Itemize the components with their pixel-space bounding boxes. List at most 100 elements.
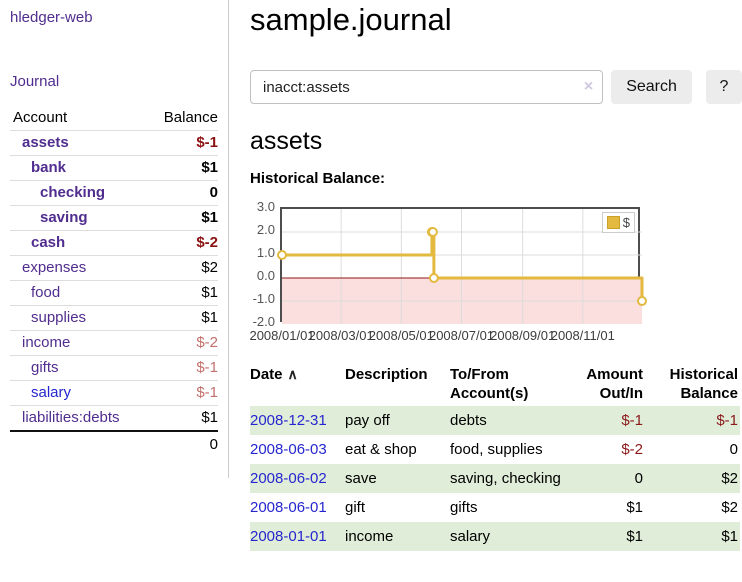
chart-plot-area: $ <box>277 207 647 324</box>
transaction-date-link[interactable]: 2008-12-31 <box>250 412 327 429</box>
accounts-table: Account Balance assets $-1 bank $1 checking 0… <box>10 105 218 457</box>
transaction-description: pay off <box>345 412 390 429</box>
account-row: gifts $-1 <box>10 355 218 380</box>
transaction-amount: $-1 <box>621 412 643 429</box>
transaction-row: 2008-06-01 gift gifts $1 $2 <box>250 493 740 522</box>
search-button[interactable]: Search <box>611 70 692 104</box>
main-content: sample.journal × Search ? assets Histori… <box>249 0 742 551</box>
transaction-description: income <box>345 528 394 545</box>
transaction-row: 2008-06-02 save saving, checking 0 $2 <box>250 464 740 493</box>
transaction-row: 2008-01-01 income salary $1 $1 <box>250 522 740 551</box>
transactions-table: Date ∧ Description To/From Account(s) Amo… <box>250 362 740 551</box>
account-link[interactable]: liabilities:debts <box>22 409 120 426</box>
x-axis-tick-label: 2008/07/01 <box>428 328 495 343</box>
account-link[interactable]: supplies <box>31 309 87 326</box>
account-row: food $1 <box>10 280 218 305</box>
transaction-amount: $-2 <box>621 441 643 458</box>
account-column-header: Account <box>13 109 68 126</box>
account-balance: $2 <box>201 259 218 276</box>
transaction-balance: $2 <box>721 470 738 487</box>
account-row: salary $-1 <box>10 380 218 405</box>
account-link[interactable]: expenses <box>22 259 87 276</box>
transaction-balance: $2 <box>721 499 738 516</box>
amount-column-header: Amount Out/In <box>586 366 643 402</box>
x-axis-tick-label: 2008/03/01 <box>308 328 374 343</box>
transaction-balance: 0 <box>729 441 738 458</box>
y-axis-tick-label: -1.0 <box>252 291 275 306</box>
account-heading: assets <box>250 127 323 155</box>
transaction-amount: $1 <box>626 528 643 545</box>
x-axis-tick-label: 2008/01/01 <box>249 328 315 343</box>
transaction-date-link[interactable]: 2008-06-01 <box>250 499 327 516</box>
transaction-row: 2008-12-31 pay off debts $-1 $-1 <box>250 406 740 435</box>
account-balance: $-1 <box>196 359 218 376</box>
sort-ascending-icon: ∧ <box>287 366 298 382</box>
account-row: income $-2 <box>10 330 218 355</box>
transaction-row: 2008-06-03 eat & shop food, supplies $-2 0 <box>250 435 740 464</box>
account-row: assets $-1 <box>10 130 218 155</box>
account-link[interactable]: cash <box>31 234 66 251</box>
transaction-description: save <box>345 470 377 487</box>
search-bar: × Search ? <box>250 70 742 104</box>
account-link[interactable]: gifts <box>31 359 59 376</box>
transaction-date-link[interactable]: 2008-06-03 <box>250 441 327 458</box>
clear-search-icon[interactable]: × <box>583 78 594 95</box>
x-axis-tick-label: 2008/05/01 <box>368 328 434 343</box>
transaction-amount: 0 <box>634 470 643 487</box>
account-row: cash $-2 <box>10 230 218 255</box>
balance-chart-svg <box>277 209 647 324</box>
y-axis-tick-label: 0.0 <box>256 268 275 283</box>
app-title-link[interactable]: hledger-web <box>10 9 93 26</box>
transaction-amount: $1 <box>626 499 643 516</box>
transaction-accounts: salary <box>450 528 491 545</box>
x-axis-tick-label: 2008/09/01 <box>490 328 556 343</box>
accounts-column-header: To/From Account(s) <box>450 366 529 402</box>
account-link[interactable]: salary <box>31 384 72 401</box>
chart-legend: $ <box>601 212 635 233</box>
account-link[interactable]: food <box>31 284 61 301</box>
account-link[interactable]: income <box>22 334 71 351</box>
transaction-accounts: gifts <box>450 499 478 516</box>
date-column-header[interactable]: Date ∧ <box>250 366 298 383</box>
transaction-description: gift <box>345 499 366 516</box>
transaction-date-link[interactable]: 2008-01-01 <box>250 528 327 545</box>
account-link[interactable]: saving <box>40 209 88 226</box>
transactions-header-row: Date ∧ Description To/From Account(s) Amo… <box>250 362 740 406</box>
account-balance: $-1 <box>196 134 218 151</box>
account-row: supplies $1 <box>10 305 218 330</box>
account-balance: $1 <box>201 409 218 426</box>
accounts-table-header: Account Balance <box>10 105 218 130</box>
description-column-header: Description <box>345 366 428 383</box>
y-axis-tick-label: -2.0 <box>252 314 275 329</box>
account-row: bank $1 <box>10 155 218 180</box>
help-button[interactable]: ? <box>705 70 742 104</box>
transaction-balance: $1 <box>721 528 738 545</box>
x-axis-tick-label: 2008/11/01 <box>550 328 615 343</box>
transaction-date-link[interactable]: 2008-06-02 <box>250 470 327 487</box>
account-balance: $1 <box>201 284 218 301</box>
account-balance: $-2 <box>196 334 218 351</box>
account-link[interactable]: checking <box>40 184 106 201</box>
account-link[interactable]: bank <box>31 159 67 176</box>
account-row: checking 0 <box>10 180 218 205</box>
account-link[interactable]: assets <box>22 134 69 151</box>
y-axis-tick-label: 1.0 <box>256 245 275 260</box>
search-input[interactable] <box>250 70 604 104</box>
y-axis-tick-label: 3.0 <box>256 199 275 214</box>
transaction-accounts: food, supplies <box>450 441 543 458</box>
legend-swatch-icon <box>606 216 620 229</box>
transaction-description: eat & shop <box>345 441 417 458</box>
account-balance: $1 <box>201 309 218 326</box>
balance-column-header: Historical Balance <box>669 366 738 402</box>
account-balance: $-1 <box>196 384 218 401</box>
account-balance: $1 <box>201 209 218 226</box>
page-title: sample.journal <box>250 2 452 37</box>
sidebar: hledger-web Journal Account Balance asse… <box>0 0 229 478</box>
legend-label: $ <box>622 215 630 230</box>
balance-column-header: Balance <box>163 109 218 126</box>
sidebar-item-journal[interactable]: Journal <box>10 73 60 90</box>
transaction-balance: $-1 <box>716 412 738 429</box>
account-balance: 0 <box>209 184 218 201</box>
accounts-total-value: 0 <box>209 436 218 453</box>
account-balance: $-2 <box>196 234 218 251</box>
